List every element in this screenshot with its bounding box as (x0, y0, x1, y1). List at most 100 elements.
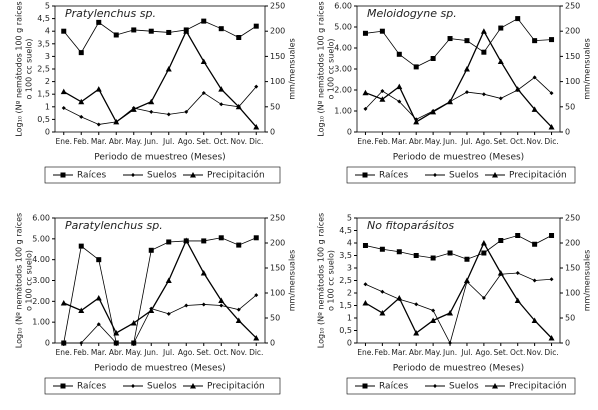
legend-label: Raíces (379, 382, 409, 392)
x-tick-label: Feb. (73, 137, 89, 146)
marker-square (464, 38, 470, 44)
marker-triangle (492, 383, 498, 389)
marker-square (498, 25, 504, 31)
marker-triangle (531, 317, 538, 323)
x-tick-label: Jun. (143, 348, 158, 357)
x-tick-label: Set. (196, 137, 211, 146)
marker-square (253, 235, 259, 241)
y-tick-label: 0,5 (37, 115, 50, 124)
marker-square (236, 242, 242, 248)
y-axis-title: Log₁₀ (Nº nemátodos 100 g raíces (15, 1, 24, 136)
marker-diamond (254, 293, 259, 298)
x-tick-label: Ene. (56, 348, 73, 357)
marker-square (362, 172, 368, 178)
marker-square (481, 49, 487, 55)
marker-square (218, 26, 224, 32)
x-tick-label: Dic. (249, 137, 263, 146)
marker-diamond (481, 296, 486, 300)
x-axis-title: Periodo de muestreo (Meses) (94, 153, 225, 163)
y-tick-label: 6.00 (334, 2, 352, 11)
x-tick-label: Ago. (476, 137, 493, 146)
marker-triangle (165, 277, 172, 283)
y-tick-label: 1.00 (334, 107, 352, 116)
marker-square (396, 249, 402, 255)
y2-tick-label: 250 (270, 214, 285, 223)
marker-diamond (131, 384, 135, 388)
series-line (63, 86, 257, 125)
marker-square (166, 239, 172, 245)
x-tick-label: Jul. (460, 348, 472, 357)
marker-triangle (463, 66, 470, 72)
marker-diamond (532, 75, 537, 80)
x-tick-label: Abr. (109, 137, 124, 146)
y-tick-label: 3 (45, 52, 50, 61)
x-tick-label: Feb. (73, 348, 89, 357)
marker-square (532, 241, 538, 247)
marker-triangle (130, 320, 137, 326)
marker-triangle (60, 88, 67, 95)
marker-triangle (253, 335, 260, 341)
y-axis-title: o 100 cc suelo) (327, 39, 336, 100)
marker-triangle (514, 86, 521, 92)
y2-tick-label: 100 (270, 77, 285, 86)
marker-diamond (184, 109, 189, 114)
y-axis-title: Log₁₀ (Nº nemátodos 100 g raíces (317, 1, 326, 136)
marker-square (362, 243, 368, 248)
marker-square (515, 16, 521, 22)
y2-tick-label: 100 (270, 289, 285, 298)
marker-square (379, 28, 385, 34)
x-tick-label: Jun. (143, 137, 158, 146)
marker-diamond (481, 92, 486, 97)
y-tick-label: 4.00 (32, 255, 50, 264)
marker-triangle (497, 270, 504, 276)
y2-tick-label: 150 (565, 52, 580, 61)
x-tick-label: Abr. (409, 348, 424, 357)
marker-diamond (166, 112, 171, 117)
y-tick-label: 5.00 (334, 23, 352, 32)
y2-tick-label: 0 (270, 128, 275, 137)
marker-triangle (200, 270, 207, 276)
x-axis-title: Periodo de muestreo (Meses) (94, 364, 225, 374)
y-tick-label: 6.00 (32, 214, 50, 223)
x-tick-label: May. (425, 348, 442, 357)
x-tick-label: Abr. (409, 137, 424, 146)
legend-label: Precipitación (509, 381, 567, 392)
marker-diamond (201, 302, 206, 307)
y-tick-label: 2,5 (37, 65, 50, 74)
x-tick-label: May. (425, 137, 442, 146)
marker-diamond (433, 173, 437, 177)
marker-triangle (78, 307, 85, 313)
marker-square (201, 18, 207, 24)
x-tick-label: Ago. (178, 137, 195, 146)
marker-square (362, 383, 368, 389)
marker-triangle (362, 89, 369, 96)
y2-tick-label: 0 (565, 339, 570, 348)
marker-triangle (492, 172, 498, 178)
plot-frame (356, 217, 561, 344)
marker-triangle (430, 317, 437, 323)
y-tick-label: 4,5 (339, 226, 352, 235)
marker-diamond (201, 90, 206, 95)
legend-label: Suelos (147, 171, 177, 181)
marker-diamond (219, 303, 224, 308)
x-tick-label: Ene. (357, 137, 374, 146)
x-tick-label: Dic. (544, 137, 558, 146)
marker-triangle (60, 300, 67, 306)
y-tick-label: 3,5 (339, 251, 352, 260)
y-tick-label: 0 (45, 128, 50, 137)
x-axis-title: Periodo de muestreo (Meses) (393, 153, 524, 163)
marker-square (464, 256, 470, 262)
y2-tick-label: 50 (270, 102, 280, 111)
marker-triangle (183, 237, 190, 243)
x-tick-label: Dic. (544, 348, 558, 357)
y2-axis-title: mm/mensuales (583, 250, 592, 312)
y-tick-label: 1,5 (37, 90, 50, 99)
x-tick-label: Jul. (162, 137, 174, 146)
x-tick-label: Nov. (526, 348, 542, 357)
y2-tick-label: 250 (565, 214, 580, 223)
chart-title: No fitoparásitos (367, 219, 454, 232)
y-tick-label: 1 (45, 102, 50, 111)
marker-square (61, 28, 67, 34)
marker-triangle (165, 66, 172, 72)
